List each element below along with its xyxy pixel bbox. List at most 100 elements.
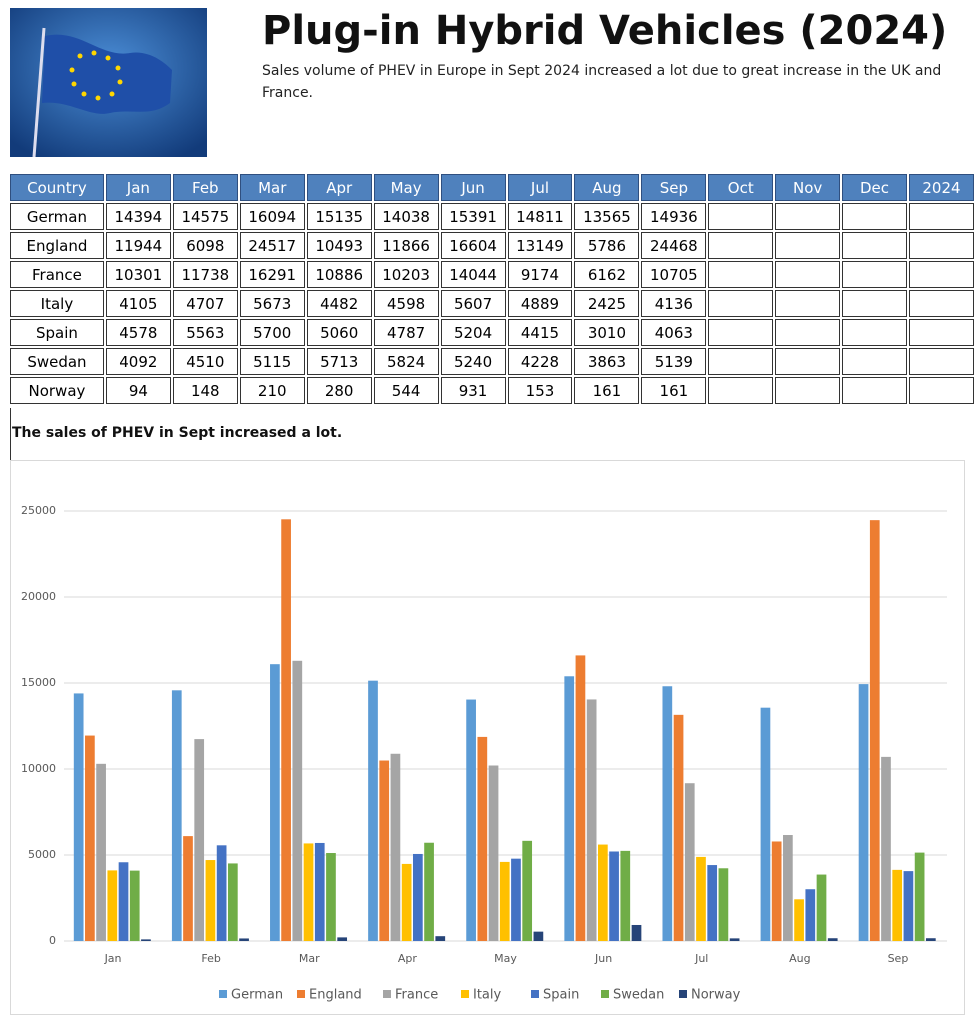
empty-cell bbox=[708, 377, 774, 404]
value-cell: 5115 bbox=[239, 348, 305, 375]
y-tick-label: 25000 bbox=[21, 504, 56, 517]
value-cell: 14811 bbox=[507, 203, 573, 230]
bar bbox=[914, 852, 925, 941]
value-cell: 10705 bbox=[641, 261, 707, 288]
bar bbox=[227, 863, 238, 941]
bar bbox=[869, 520, 880, 941]
x-tick-label: Jul bbox=[694, 952, 708, 965]
legend-swatch bbox=[383, 990, 391, 998]
value-cell: 14044 bbox=[440, 261, 506, 288]
empty-cell bbox=[775, 261, 841, 288]
empty-cell bbox=[908, 348, 974, 375]
legend-swatch bbox=[531, 990, 539, 998]
table-row: Spain 4578 5563 5700 5060 4787 5204 4415 3010 406… bbox=[10, 319, 974, 346]
bar bbox=[379, 760, 390, 941]
empty-cell bbox=[908, 203, 974, 230]
value-cell: 14038 bbox=[373, 203, 439, 230]
empty-cell bbox=[908, 319, 974, 346]
frame-line bbox=[10, 408, 11, 460]
value-cell: 4092 bbox=[105, 348, 171, 375]
table-row: France 10301 11738 16291 10886 10203 14044 9174… bbox=[10, 261, 974, 288]
value-cell: 10203 bbox=[373, 261, 439, 288]
empty-cell bbox=[842, 377, 907, 404]
value-cell: 24517 bbox=[239, 232, 305, 259]
x-tick-label: Apr bbox=[398, 952, 418, 965]
empty-cell bbox=[708, 319, 774, 346]
bar bbox=[466, 699, 476, 941]
legend-swatch bbox=[601, 990, 609, 998]
sales-table: Country Jan Feb Mar Apr May Jun Jul Aug Sep Oct Nov… bbox=[8, 172, 976, 406]
value-cell: 11738 bbox=[172, 261, 238, 288]
column-header: Country bbox=[10, 174, 104, 201]
value-cell: 210 bbox=[239, 377, 305, 404]
value-cell: 280 bbox=[306, 377, 372, 404]
bar bbox=[270, 664, 280, 941]
value-cell: 5204 bbox=[440, 319, 506, 346]
bar bbox=[881, 756, 891, 941]
bar bbox=[281, 519, 291, 941]
column-header: Jun bbox=[440, 174, 506, 201]
country-cell: Spain bbox=[10, 319, 104, 346]
bar bbox=[141, 939, 151, 941]
bar bbox=[631, 924, 642, 941]
header-row: Country Jan Feb Mar Apr May Jun Jul Aug Sep Oct Nov… bbox=[10, 174, 974, 201]
value-cell: 4707 bbox=[172, 290, 238, 317]
legend-label: England bbox=[309, 988, 362, 1003]
value-cell: 94 bbox=[105, 377, 171, 404]
column-header: Aug bbox=[574, 174, 640, 201]
value-cell: 5824 bbox=[373, 348, 439, 375]
bar bbox=[292, 660, 303, 941]
bar bbox=[216, 845, 227, 941]
bar bbox=[85, 735, 95, 941]
value-cell: 24468 bbox=[641, 232, 707, 259]
country-cell: England bbox=[10, 232, 104, 259]
bar bbox=[707, 865, 718, 941]
country-cell: Swedan bbox=[10, 348, 104, 375]
bar bbox=[794, 899, 804, 941]
value-cell: 16291 bbox=[239, 261, 305, 288]
bar bbox=[303, 843, 314, 941]
country-cell: France bbox=[10, 261, 104, 288]
flag-image bbox=[10, 8, 207, 157]
x-tick-label: Feb bbox=[201, 952, 220, 965]
bar bbox=[107, 870, 118, 941]
bar bbox=[183, 836, 193, 941]
bar bbox=[925, 938, 936, 941]
bar bbox=[696, 856, 706, 941]
bar bbox=[499, 861, 510, 941]
value-cell: 13149 bbox=[507, 232, 573, 259]
value-cell: 5607 bbox=[440, 290, 506, 317]
bar bbox=[718, 868, 729, 941]
empty-cell bbox=[842, 348, 907, 375]
value-cell: 10493 bbox=[306, 232, 372, 259]
value-cell: 4598 bbox=[373, 290, 439, 317]
value-cell: 10886 bbox=[306, 261, 372, 288]
value-cell: 15135 bbox=[306, 203, 372, 230]
value-cell: 4510 bbox=[172, 348, 238, 375]
legend-swatch bbox=[679, 990, 687, 998]
value-cell: 161 bbox=[574, 377, 640, 404]
value-cell: 14936 bbox=[641, 203, 707, 230]
legend-swatch bbox=[219, 990, 227, 998]
value-cell: 4415 bbox=[507, 319, 573, 346]
y-tick-label: 0 bbox=[49, 934, 56, 947]
bar bbox=[858, 684, 869, 941]
bar bbox=[684, 783, 695, 941]
column-header: Jan bbox=[105, 174, 171, 201]
value-cell: 3010 bbox=[574, 319, 640, 346]
value-cell: 4063 bbox=[641, 319, 707, 346]
empty-cell bbox=[842, 261, 907, 288]
bar bbox=[96, 763, 106, 941]
value-cell: 15391 bbox=[440, 203, 506, 230]
bar bbox=[533, 931, 544, 941]
value-cell: 13565 bbox=[574, 203, 640, 230]
value-cell: 11866 bbox=[373, 232, 439, 259]
legend-label: Norway bbox=[691, 988, 741, 1003]
bar bbox=[488, 765, 499, 941]
country-cell: Norway bbox=[10, 377, 104, 404]
value-cell: 4787 bbox=[373, 319, 439, 346]
value-cell: 5673 bbox=[239, 290, 305, 317]
x-tick-label: Mar bbox=[299, 952, 320, 965]
bar bbox=[314, 842, 325, 941]
